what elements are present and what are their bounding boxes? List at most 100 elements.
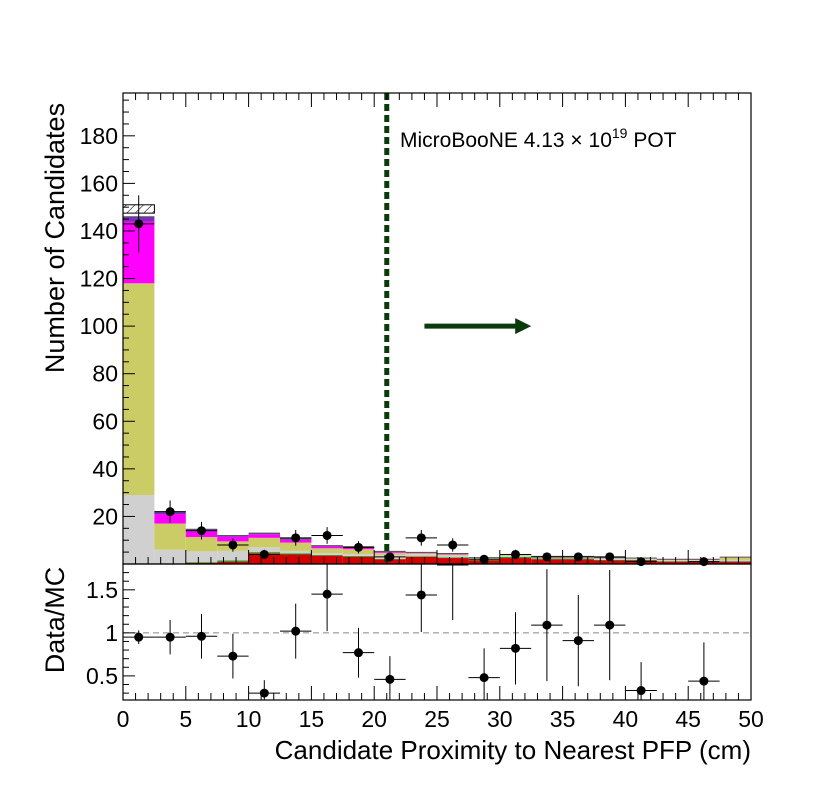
bar-light-gray-1 xyxy=(154,549,186,564)
data-point-5 xyxy=(291,533,301,543)
bar-green-6 xyxy=(311,554,343,556)
data-point-4 xyxy=(259,549,269,559)
y-tick-label-20: 20 xyxy=(92,503,118,529)
ratio-point-1 xyxy=(165,632,175,642)
data-point-2 xyxy=(197,526,206,536)
bar-magenta-6 xyxy=(311,546,343,549)
ratio-point-15 xyxy=(605,620,615,630)
bar-red-9 xyxy=(405,556,437,564)
data-point-15 xyxy=(605,552,615,562)
bar-light-gray-3 xyxy=(217,550,249,561)
ratio-point-4 xyxy=(259,688,269,698)
ratio-point-13 xyxy=(542,620,552,630)
ratio-point-11 xyxy=(479,673,489,683)
y-tick-label-80: 80 xyxy=(92,361,118,387)
selection-arrow xyxy=(424,318,532,335)
bar-green-10 xyxy=(437,557,469,559)
bar-red-7 xyxy=(342,556,375,564)
y-tick-label-160: 160 xyxy=(80,170,118,196)
x-tick-label-20: 20 xyxy=(361,706,387,732)
x-tick-label-30: 30 xyxy=(487,706,513,732)
bar-olive-10 xyxy=(437,554,469,556)
data-point-11 xyxy=(479,554,489,564)
bar-light-gray-9 xyxy=(405,554,437,557)
ratio-panel: 0.5 1 1.5 0 5 10 15 20 25 30 35 40 45 50 Data/MC Can… xyxy=(40,563,764,765)
bar-magenta-4 xyxy=(248,534,280,538)
bar-light-gray-7 xyxy=(342,554,375,556)
bar-green-5 xyxy=(280,553,312,555)
bar-light-gray-2 xyxy=(185,551,218,563)
ratio-point-16 xyxy=(636,686,646,696)
ratio-point-9 xyxy=(416,590,426,600)
bar-light-gray-19 xyxy=(719,559,751,562)
bar-red-15 xyxy=(594,560,626,564)
bar-olive-1 xyxy=(154,523,186,550)
pot-annotation: MicroBooNE 4.13 × 1019 POT xyxy=(400,125,677,152)
data-point-12 xyxy=(511,549,520,559)
ratio-point-17 xyxy=(699,676,709,686)
y-tick-label-120: 120 xyxy=(80,266,118,292)
ratio-y-tick-label-1: 1 xyxy=(105,620,118,646)
bar-red-8 xyxy=(374,559,406,564)
bar-magenta-8 xyxy=(374,551,406,553)
bar-red-10 xyxy=(437,558,469,564)
bar-light-gray-6 xyxy=(311,553,343,555)
ratio-point-5 xyxy=(291,626,301,636)
main-x-ticks xyxy=(135,93,739,564)
bar-light-gray-17 xyxy=(656,560,689,562)
bar-red-5 xyxy=(280,554,312,564)
data-point-13 xyxy=(542,552,552,562)
data-point-7 xyxy=(354,542,363,552)
x-axis-label: Candidate Proximity to Nearest PFP (cm) xyxy=(275,735,751,765)
bar-red-17 xyxy=(656,561,689,564)
data-point-10 xyxy=(448,540,458,550)
bar-olive-9 xyxy=(405,553,437,555)
main-y-axis: 20 40 60 80 100 120 140 160 180 xyxy=(80,99,135,553)
data-point-3 xyxy=(228,540,238,550)
bar-red-3 xyxy=(217,561,249,564)
data-point-6 xyxy=(322,530,332,540)
bar-olive-5 xyxy=(280,542,312,551)
bar-purple-3 xyxy=(217,535,249,537)
data-points xyxy=(123,195,720,567)
y-tick-label-100: 100 xyxy=(80,313,118,339)
data-point-0 xyxy=(134,219,144,229)
x-tick-label-5: 5 xyxy=(179,706,192,732)
bar-olive-6 xyxy=(311,548,343,554)
x-tick-label-45: 45 xyxy=(675,706,701,732)
bar-red-13 xyxy=(531,559,563,564)
bar-olive-19 xyxy=(719,557,751,560)
bar-red-12 xyxy=(499,558,532,564)
data-point-1 xyxy=(165,507,175,517)
ratio-y-tick-label-0: 0.5 xyxy=(86,663,118,689)
data-point-14 xyxy=(573,552,583,562)
bar-light-gray-0 xyxy=(123,495,155,564)
x-tick-label-10: 10 xyxy=(236,706,262,732)
ratio-y-axis-label: Data/MC xyxy=(40,567,70,674)
stacked-histogram xyxy=(123,216,751,564)
ratio-y-tick-label-2: 1.5 xyxy=(86,577,118,603)
ratio-points xyxy=(123,564,720,700)
main-panel: 20 40 60 80 100 120 140 160 180 Number of Candid… xyxy=(40,92,752,567)
ratio-point-0 xyxy=(134,632,144,642)
ratio-point-3 xyxy=(228,651,238,661)
bar-green-3 xyxy=(217,560,249,562)
y-tick-label-140: 140 xyxy=(80,218,118,244)
bar-red-6 xyxy=(311,555,343,564)
ratio-point-8 xyxy=(385,674,395,684)
bar-olive-4 xyxy=(248,537,280,548)
ratio-point-12 xyxy=(511,643,520,653)
bar-green-9 xyxy=(405,556,437,557)
y-tick-label-60: 60 xyxy=(92,408,118,434)
data-point-9 xyxy=(416,533,426,543)
arrow-head xyxy=(515,318,532,335)
main-y-axis-label: Number of Candidates xyxy=(40,103,70,373)
y-tick-label-180: 180 xyxy=(80,123,118,149)
y-tick-label-40: 40 xyxy=(92,456,118,482)
bar-red-19 xyxy=(719,561,751,564)
bar-red-14 xyxy=(562,559,594,564)
ratio-point-14 xyxy=(573,636,583,646)
ratio-point-2 xyxy=(197,631,206,641)
x-tick-label-50: 50 xyxy=(738,706,764,732)
bar-light-gray-10 xyxy=(437,555,469,558)
